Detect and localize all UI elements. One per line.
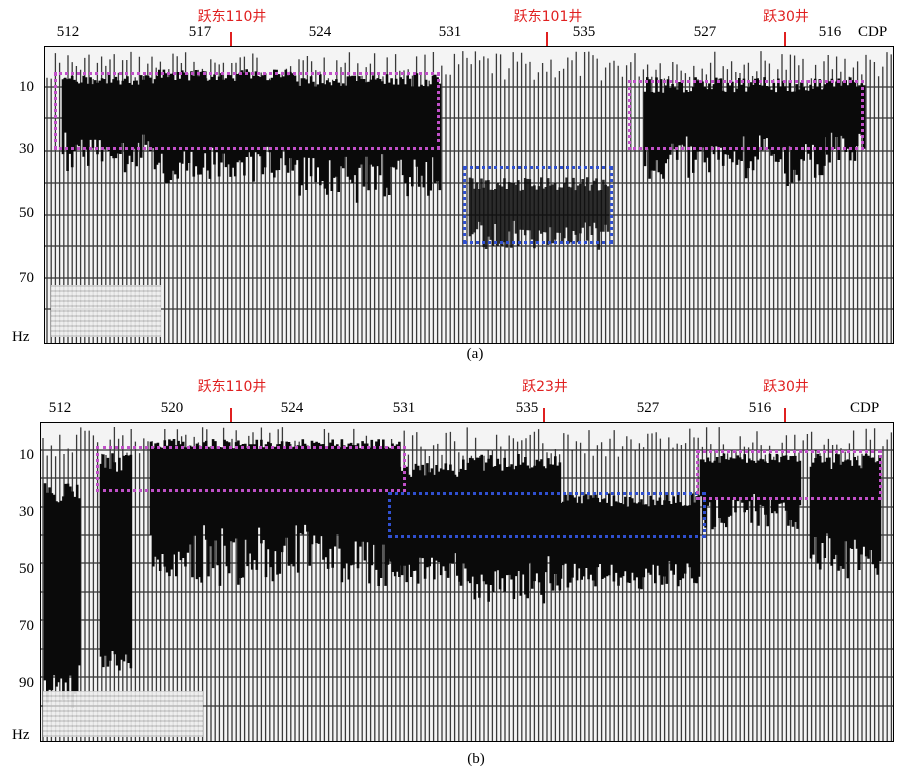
freq-label-b-10: 10 <box>19 447 34 463</box>
freq-unit-b: Hz <box>12 727 30 743</box>
cdp-label-b-3: 524 <box>280 400 304 416</box>
well-tick-b-3 <box>784 408 786 422</box>
freq-unit-a: Hz <box>12 329 30 345</box>
panel-a: 跃东110井 跃东101井 跃30井 512 517 524 531 535 5… <box>0 0 897 380</box>
highlight-box-b-left <box>96 446 406 492</box>
cdp-axis-name-a: CDP <box>858 24 888 40</box>
well-label-b-1: 跃东110井 <box>197 379 267 395</box>
highlight-box-b-right <box>696 450 882 500</box>
freq-label-b-30: 30 <box>19 504 34 520</box>
freq-label-a-30: 30 <box>19 141 34 157</box>
cdp-axis-name-b: CDP <box>850 400 880 416</box>
cdp-label-b-5: 535 <box>515 400 539 416</box>
well-tick-b-2 <box>543 408 545 422</box>
cdp-label-a-4: 531 <box>438 24 462 40</box>
cdp-label-a-2: 517 <box>188 24 212 40</box>
well-label-b-3: 跃30井 <box>763 379 809 395</box>
cdp-label-b-6: 527 <box>636 400 660 416</box>
seismic-traces-a <box>45 51 893 343</box>
cdp-label-a-3: 524 <box>308 24 332 40</box>
cdp-label-a-6: 527 <box>693 24 717 40</box>
well-tick-a-3 <box>784 32 786 46</box>
seismic-plot-b <box>40 422 894 742</box>
panel-b: 跃东110井 跃23井 跃30井 512 520 524 531 535 527… <box>0 370 897 772</box>
freq-label-b-90: 90 <box>19 675 34 691</box>
cdp-label-b-1: 512 <box>48 400 72 416</box>
well-label-a-3: 跃30井 <box>763 9 809 25</box>
freq-label-a-10: 10 <box>19 79 34 95</box>
highlight-box-b-center <box>388 492 706 538</box>
well-label-a-2: 跃东101井 <box>513 9 583 25</box>
cdp-label-a-5: 535 <box>572 24 596 40</box>
cdp-label-b-7: 516 <box>748 400 772 416</box>
cdp-label-a-7: 516 <box>818 24 842 40</box>
well-tick-b-1 <box>230 408 232 422</box>
well-tick-a-2 <box>546 32 548 46</box>
caption-b: (b) <box>467 751 485 767</box>
well-tick-a-1 <box>230 32 232 46</box>
scale-patch-b <box>43 691 203 737</box>
seismic-plot-a <box>44 46 894 344</box>
highlight-box-a-center <box>463 166 613 244</box>
caption-a: (a) <box>466 346 484 362</box>
freq-label-a-70: 70 <box>19 270 34 286</box>
well-label-b-2: 跃23井 <box>522 379 568 395</box>
cdp-label-b-4: 531 <box>392 400 416 416</box>
cdp-label-a-1: 512 <box>56 24 80 40</box>
freq-label-a-50: 50 <box>19 205 34 221</box>
cdp-label-b-2: 520 <box>160 400 184 416</box>
highlight-box-a-left <box>54 72 440 150</box>
seismic-traces-b <box>41 427 893 741</box>
well-label-a-1: 跃东110井 <box>197 9 267 25</box>
freq-label-b-70: 70 <box>19 618 34 634</box>
scale-patch-a <box>51 285 161 337</box>
freq-label-b-50: 50 <box>19 561 34 577</box>
highlight-box-a-right <box>628 80 864 150</box>
